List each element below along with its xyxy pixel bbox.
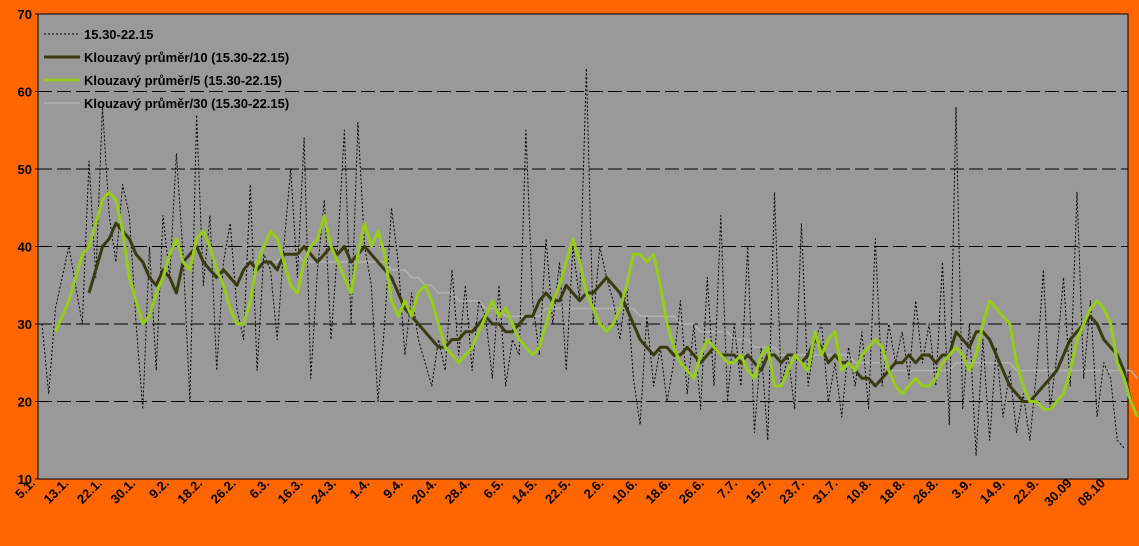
y-tick-label: 40 [18,240,32,255]
y-tick-label: 20 [18,395,32,410]
y-tick-label: 60 [18,85,32,100]
series-line-3 [243,253,1138,379]
y-tick-label: 50 [18,162,32,177]
x-tick-label: 5.1. [12,476,38,502]
legend: 15.30-22.15 Klouzavý průměr/10 (15.30-22… [44,27,289,111]
x-tick-label: 30.1. [107,476,138,507]
legend-label-ma5: Klouzavý průměr/5 (15.30-22.15) [84,73,282,88]
x-tick-label: 26.8. [910,476,941,507]
x-tick-label: 30.09 [1041,476,1075,510]
x-tick-label: 08.10 [1075,476,1109,510]
x-tick-label: 22.1. [74,476,105,507]
x-tick-label: 22.9. [1010,476,1041,507]
x-tick-label: 14.9. [977,476,1008,507]
series-line-2 [54,190,1139,418]
legend-label-raw: 15.30-22.15 [84,27,153,42]
x-tick-label: 18.6. [642,476,673,507]
x-tick-label: 26.6. [676,476,707,507]
x-tick-label: 20.4. [408,476,439,507]
x-tick-label: 24.3. [308,476,339,507]
x-tick-label: 14.5. [509,476,540,507]
x-tick-label: 26.2. [208,476,239,507]
series [41,67,1139,457]
y-tick-label: 10 [18,472,32,487]
legend-label-ma30: Klouzavý průměr/30 (15.30-22.15) [84,96,289,111]
x-tick-label: 23.7. [776,476,807,507]
x-tick-label: 10.6. [609,476,640,507]
x-tick-label: 28.4. [442,476,473,507]
y-tick-label: 30 [18,317,32,332]
x-axis: 5.1. 13.1. 22.1. 30.1. 9.2. 18.2. 26.2. 6.3. 16.… [12,476,1108,510]
y-tick-label: 70 [18,7,32,22]
series-line-1 [87,221,1133,403]
legend-label-ma10: Klouzavý průměr/10 (15.30-22.15) [84,50,289,65]
x-tick-label: 10.8. [843,476,874,507]
x-tick-label: 13.1. [41,476,72,507]
y-axis: 10 20 30 40 50 60 70 [18,7,38,487]
x-tick-label: 31.7. [810,476,841,507]
x-tick-label: 18.2. [174,476,205,507]
x-tick-label: 15.7. [743,476,774,507]
x-tick-label: 16.3. [275,476,306,507]
x-tick-label: 22.5. [542,476,573,507]
x-tick-label: 18.8. [876,476,907,507]
